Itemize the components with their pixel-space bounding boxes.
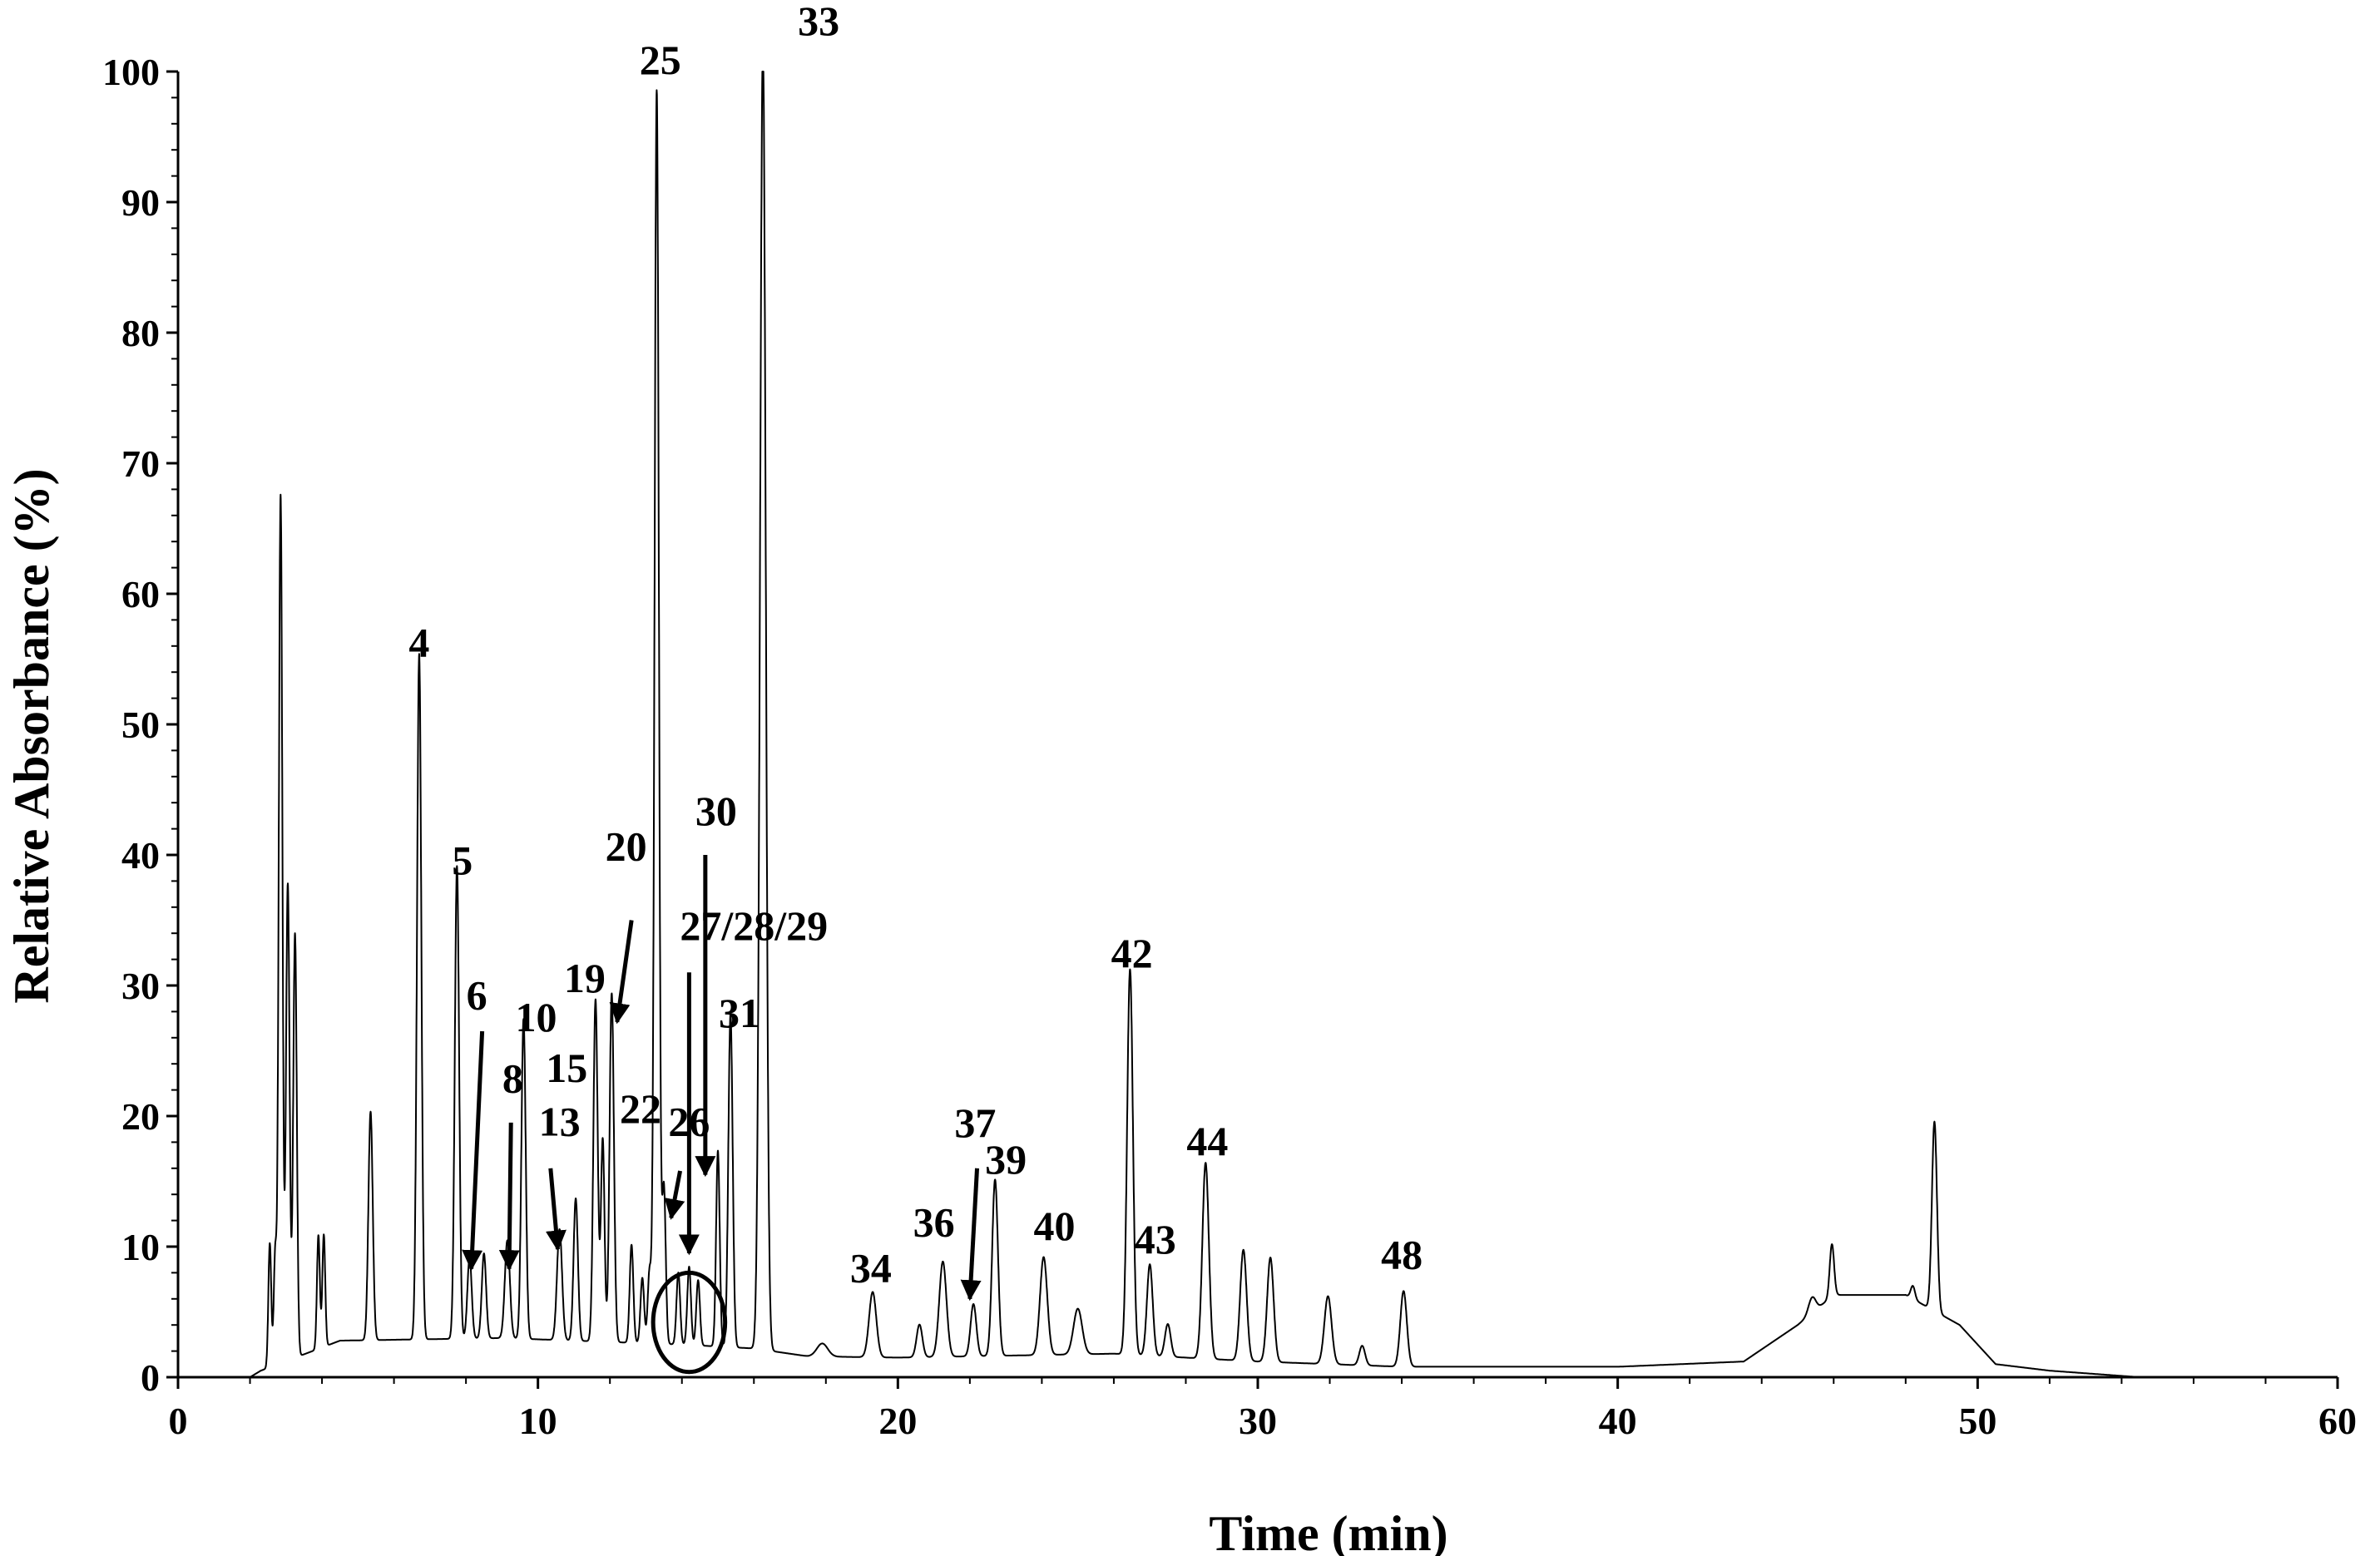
y-tick-label: 30 (121, 965, 160, 1007)
peak-label: 39 (985, 1136, 1027, 1183)
y-tick-label: 10 (121, 1226, 160, 1268)
x-axis-title: Time (min) (1209, 1506, 1447, 1556)
peak-label: 30 (695, 788, 737, 834)
peak-label: 43 (1135, 1216, 1176, 1262)
peak-label: 5 (452, 837, 473, 884)
peak-arrow (462, 1030, 485, 1272)
peak-arrow (664, 1170, 685, 1220)
peak-label: 19 (564, 955, 606, 1001)
x-tick-label: 0 (169, 1400, 188, 1442)
peak-label: 42 (1111, 930, 1153, 976)
peak-label: 27/28/29 (680, 902, 828, 949)
peak-label: 31 (719, 990, 760, 1036)
y-tick-label: 70 (121, 442, 160, 485)
chromatogram-trace (177, 71, 2338, 1378)
y-tick-label: 80 (121, 312, 160, 354)
peak-label: 4 (408, 619, 429, 665)
peak-label: 10 (516, 994, 557, 1040)
peak-label: 40 (1034, 1203, 1076, 1249)
peak-label: 6 (467, 971, 487, 1018)
peak-label: 37 (954, 1099, 996, 1146)
x-tick-label: 30 (1239, 1400, 1277, 1442)
x-tick-label: 20 (878, 1400, 917, 1442)
y-tick-label: 100 (102, 51, 160, 93)
peak-label: 36 (913, 1198, 955, 1245)
peak-label: 34 (850, 1244, 892, 1291)
y-tick-label: 90 (121, 181, 160, 224)
highlight-circle (651, 1270, 728, 1375)
x-tick-label: 50 (1958, 1400, 1997, 1442)
x-tick-label: 40 (1599, 1400, 1637, 1442)
x-tick-label: 60 (2318, 1400, 2357, 1442)
peak-label: 44 (1186, 1118, 1228, 1164)
y-tick-label: 20 (121, 1095, 160, 1138)
y-tick-label: 0 (141, 1356, 160, 1399)
chromatogram-trace-group (177, 71, 2338, 1378)
peak-label: 33 (798, 0, 839, 44)
peak-label: 48 (1381, 1232, 1423, 1278)
axes: 0 10 20 30 40 50 60 0 10 20 30 40 50 60 70 80 90 100 (102, 51, 2357, 1442)
x-tick-label: 10 (519, 1400, 557, 1442)
peak-label: 15 (546, 1045, 587, 1091)
y-tick-label: 50 (121, 704, 160, 746)
y-tick-label: 60 (121, 573, 160, 615)
peak-label: 13 (539, 1099, 581, 1145)
peak-label: 20 (606, 822, 647, 869)
peak-arrow (609, 920, 634, 1025)
peak-arrow (546, 1168, 567, 1252)
peak-arrow (498, 1122, 520, 1272)
peak-label: 8 (502, 1055, 523, 1102)
y-axis-title: Relative Absorbance (%) (4, 468, 59, 1003)
peak-label: 25 (640, 37, 681, 83)
peak-arrow (960, 1168, 982, 1302)
y-tick-label: 40 (121, 834, 160, 877)
peak-label: 22 (620, 1085, 661, 1132)
